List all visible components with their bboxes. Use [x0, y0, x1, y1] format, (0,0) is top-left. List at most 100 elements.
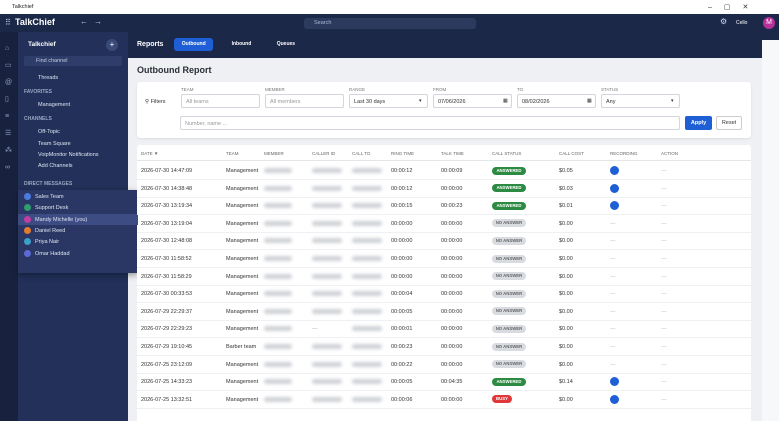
cell-recording: ---: [610, 308, 616, 315]
field-input[interactable]: All teams: [181, 94, 260, 108]
member-redacted: [264, 168, 292, 173]
cell-recording: ---: [610, 220, 616, 227]
apps-icon[interactable]: ⠿: [5, 18, 11, 27]
channel-search-placeholder: Find channel: [36, 58, 68, 64]
channel-search[interactable]: Find channel: [24, 56, 122, 66]
reset-button[interactable]: Reset: [716, 116, 742, 130]
cell-action: ---: [661, 344, 667, 350]
cell-team: Management: [226, 168, 259, 174]
callto-redacted: [352, 344, 382, 349]
filters-label[interactable]: ⚲ Filters: [145, 99, 166, 105]
cell-ring-time: 00:00:00: [391, 273, 413, 280]
sidebar-item[interactable]: VoipMonitor Notifications: [38, 151, 99, 158]
callto-redacted: [352, 238, 382, 244]
status-badge: NO ANSWER: [492, 324, 526, 333]
add-button[interactable]: +: [106, 39, 118, 51]
field-input[interactable]: Any: [601, 94, 680, 108]
cell-action: ---: [661, 203, 667, 210]
field-label: STATUS: [601, 87, 619, 92]
field-input[interactable]: 08/02/2026: [517, 94, 596, 108]
field-icon: ▾: [671, 98, 674, 104]
dm-name[interactable]: Omar Haddad: [35, 250, 70, 257]
field-input[interactable]: 07/06/2026: [433, 94, 512, 108]
status-badge: NO ANSWER: [492, 342, 526, 351]
cell-recording: ---: [610, 344, 616, 350]
play-button[interactable]: [610, 394, 619, 404]
cell-date: 2026-07-29 22:29:37: [141, 308, 193, 315]
dm-name[interactable]: Priya Nair: [35, 239, 60, 246]
caller-redacted: [312, 220, 342, 226]
sidebar-item[interactable]: Management: [38, 102, 71, 108]
field-label: RANGE: [349, 87, 366, 92]
column-header: CALL TO: [352, 151, 371, 156]
status-badge: NO ANSWER: [492, 289, 526, 298]
user-avatar[interactable]: M: [763, 17, 775, 29]
search-input[interactable]: Number, name ...: [180, 116, 680, 130]
member-redacted: [264, 326, 292, 332]
sidebar-item[interactable]: Team Square: [38, 140, 71, 147]
status-badge: NO ANSWER: [492, 360, 526, 369]
dm-name[interactable]: Daniel Reed: [35, 227, 66, 234]
row-rule: [137, 337, 751, 339]
nav-tab[interactable]: Inbound: [231, 41, 252, 47]
play-button[interactable]: [610, 183, 619, 193]
workspace-name[interactable]: Talkchief: [28, 41, 56, 48]
cell-date: 2026-07-25 14:33:23: [141, 379, 193, 386]
cell-recording: ---: [610, 361, 616, 368]
caller-redacted: [312, 396, 342, 402]
rail-icons[interactable]: ⌂ ▭ @ ▯ ≡ ☰ ⁂ ∞: [5, 45, 13, 171]
settings-icon[interactable]: ⚙: [720, 17, 728, 26]
sidebar-item[interactable]: Off-Topic: [38, 129, 60, 136]
cell-cost: $0.00: [559, 344, 573, 350]
member-redacted: [264, 396, 292, 402]
cell-action: ---: [661, 308, 667, 315]
cell-team: Management: [226, 256, 259, 262]
play-button[interactable]: [610, 166, 619, 175]
caller-redacted: [312, 203, 342, 209]
status-badge: BUSY: [492, 395, 512, 404]
report-title: Outbound Report: [137, 65, 212, 75]
callto-redacted: [352, 379, 382, 385]
search-bar[interactable]: Search: [304, 18, 476, 29]
cell-cost: $0.00: [559, 220, 573, 227]
cell-recording: ---: [610, 273, 616, 280]
callto-redacted: [352, 361, 382, 367]
cell-talk-time: 00:00:00: [441, 344, 463, 350]
icon-rail: [0, 32, 18, 421]
cell-cost: $0.00: [559, 308, 573, 315]
play-button[interactable]: [610, 377, 619, 387]
row-rule: [137, 179, 751, 180]
cell-talk-time: 00:00:00: [441, 326, 463, 333]
cell-date: 2026-07-30 13:19:34: [141, 203, 193, 210]
threads-link[interactable]: Threads: [38, 75, 59, 81]
history-nav[interactable]: ←→: [80, 17, 108, 26]
field-label: FROM: [433, 87, 447, 92]
status-badge: ANSWERED: [492, 201, 526, 210]
cell-talk-time: 00:04:35: [441, 379, 463, 386]
cell-talk-time: 00:00:00: [441, 185, 463, 192]
field-input[interactable]: Last 30 days: [349, 94, 428, 108]
dm-name[interactable]: Support Desk: [35, 205, 69, 212]
dm-name[interactable]: Sales Team: [35, 194, 64, 200]
section-header: DIRECT MESSAGES: [24, 181, 73, 187]
play-button[interactable]: [610, 201, 619, 211]
callto-redacted: [352, 273, 382, 279]
cell-date: 2026-07-30 14:38:48: [141, 185, 193, 192]
field-input[interactable]: All members: [265, 94, 344, 108]
cell-ring-time: 00:00:04: [391, 291, 413, 298]
column-header: CALL STATUS: [492, 151, 522, 156]
nav-title: Reports: [137, 41, 164, 48]
cell-team: Management: [226, 238, 259, 245]
dm-name[interactable]: Mandy Michelle (you): [35, 216, 88, 223]
nav-tab[interactable]: Outbound: [174, 38, 214, 51]
cell-action: ---: [661, 256, 667, 262]
sidebar-item[interactable]: Add Channels: [38, 163, 73, 170]
row-rule: [137, 372, 751, 374]
nav-tab[interactable]: Queues: [276, 41, 296, 47]
apply-button[interactable]: Apply: [685, 116, 712, 130]
field-icon: ▦: [587, 98, 592, 104]
dm-avatar: [24, 249, 31, 257]
field-icon: ▦: [503, 98, 508, 104]
window-controls[interactable]: –▢✕: [708, 4, 761, 11]
